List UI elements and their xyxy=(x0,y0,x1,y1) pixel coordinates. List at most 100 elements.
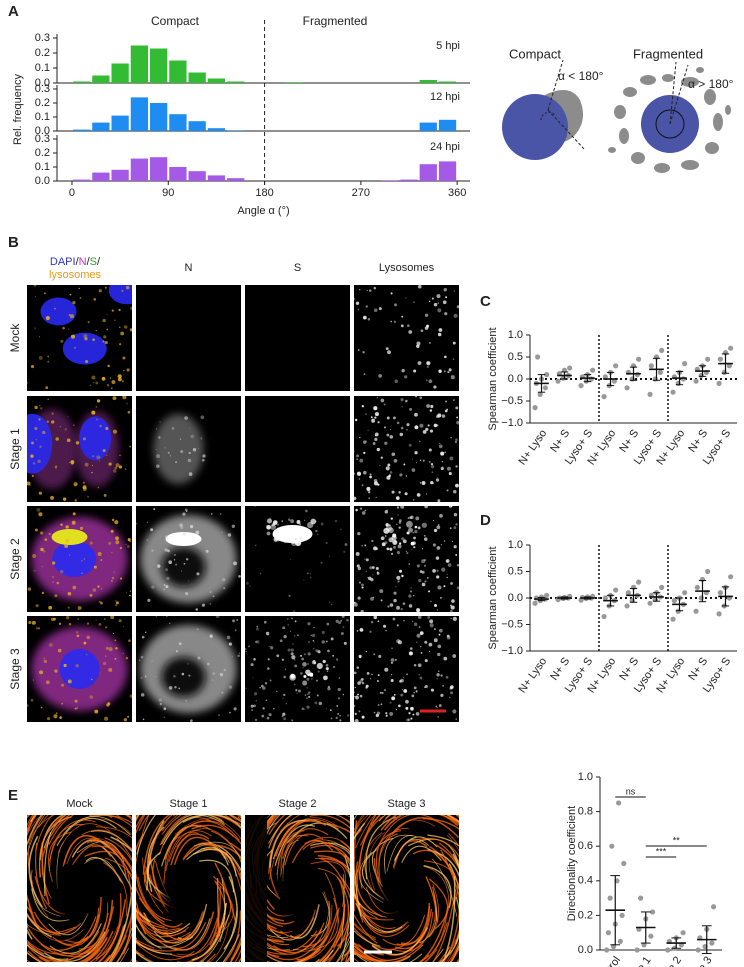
speckle xyxy=(126,545,130,548)
fiber xyxy=(467,843,481,954)
speckle xyxy=(440,693,444,697)
speckle xyxy=(75,664,79,668)
fiber xyxy=(136,909,151,923)
speckle xyxy=(407,517,410,519)
speckle xyxy=(429,429,434,433)
speckle xyxy=(171,426,175,430)
speckle xyxy=(397,640,402,645)
speckle xyxy=(125,591,128,593)
speckle xyxy=(423,537,428,541)
speckle xyxy=(398,526,401,529)
signal-bright xyxy=(165,532,202,546)
bar xyxy=(207,175,226,181)
speckle xyxy=(128,639,131,642)
speckle xyxy=(69,293,72,296)
speckle xyxy=(245,687,247,689)
speckle xyxy=(117,377,122,382)
nucleus xyxy=(52,541,97,577)
speckle xyxy=(365,558,369,562)
speckle xyxy=(78,287,80,290)
speckle xyxy=(381,692,384,694)
micrograph xyxy=(136,616,241,722)
speckle xyxy=(418,626,421,629)
speckle xyxy=(153,508,156,511)
fiber xyxy=(269,819,310,868)
speckle xyxy=(67,591,72,596)
speckle xyxy=(300,672,303,675)
speckle xyxy=(93,298,97,301)
panel-label: D xyxy=(480,512,491,529)
column-label: Stage 3 xyxy=(388,798,426,810)
speckle xyxy=(147,598,151,602)
speckle xyxy=(377,421,380,424)
speckle xyxy=(393,416,396,420)
data-point xyxy=(670,616,676,622)
speckle xyxy=(437,308,442,313)
y-tick-label: 0.6 xyxy=(578,840,593,852)
speckle xyxy=(27,381,28,384)
fiber xyxy=(358,851,384,904)
speckle xyxy=(455,483,459,488)
speckle xyxy=(359,437,361,439)
fiber xyxy=(27,815,43,847)
speckle xyxy=(330,717,333,720)
speckle xyxy=(433,628,436,631)
speckle xyxy=(81,559,83,562)
speckle xyxy=(223,587,226,590)
speckle xyxy=(165,585,169,589)
fiber xyxy=(49,923,102,954)
speckle xyxy=(168,560,173,565)
bar xyxy=(169,114,187,131)
speckle xyxy=(123,369,125,372)
fiber xyxy=(275,820,327,857)
speckle xyxy=(436,706,438,709)
fiber xyxy=(463,828,492,941)
speckle xyxy=(400,324,404,328)
speckle xyxy=(281,520,283,522)
x-tick-label: Control xyxy=(593,955,623,967)
fiber xyxy=(77,815,132,828)
speckle xyxy=(287,648,291,652)
speckle xyxy=(126,368,130,372)
speckle xyxy=(456,420,459,425)
fiber xyxy=(104,925,125,962)
speckle xyxy=(364,509,367,512)
data-point xyxy=(588,376,594,382)
speckle xyxy=(97,585,100,588)
fiber xyxy=(27,817,39,904)
speckle xyxy=(373,711,376,714)
fiber xyxy=(319,857,350,900)
speckle xyxy=(405,401,407,403)
bar xyxy=(188,72,206,83)
speckle xyxy=(389,547,393,551)
speckle xyxy=(370,578,374,582)
speckle xyxy=(209,634,213,638)
speckle xyxy=(354,602,358,607)
speckle xyxy=(325,667,329,671)
speckle xyxy=(113,571,115,573)
speckle xyxy=(91,375,96,380)
speckle xyxy=(269,679,272,682)
fiber xyxy=(354,913,378,944)
fiber xyxy=(416,838,459,858)
speckle xyxy=(60,339,64,343)
speckle xyxy=(394,303,397,307)
micrograph xyxy=(27,396,132,502)
data-point xyxy=(694,584,700,591)
speckle xyxy=(436,546,441,550)
y-axis-label: Spearman coefficient xyxy=(487,546,499,649)
y-tick-label: 1.0 xyxy=(508,539,523,551)
fiber xyxy=(72,844,112,866)
fiber xyxy=(339,947,350,962)
speckle xyxy=(440,451,445,456)
speckle xyxy=(50,495,55,500)
speckle xyxy=(359,507,363,510)
speckle xyxy=(109,377,112,379)
fiber xyxy=(56,817,117,846)
speckle xyxy=(114,466,118,470)
speckle xyxy=(432,569,436,573)
speckle xyxy=(373,479,378,483)
bar xyxy=(92,75,110,83)
data-point xyxy=(636,579,642,585)
image-bg xyxy=(354,506,459,612)
